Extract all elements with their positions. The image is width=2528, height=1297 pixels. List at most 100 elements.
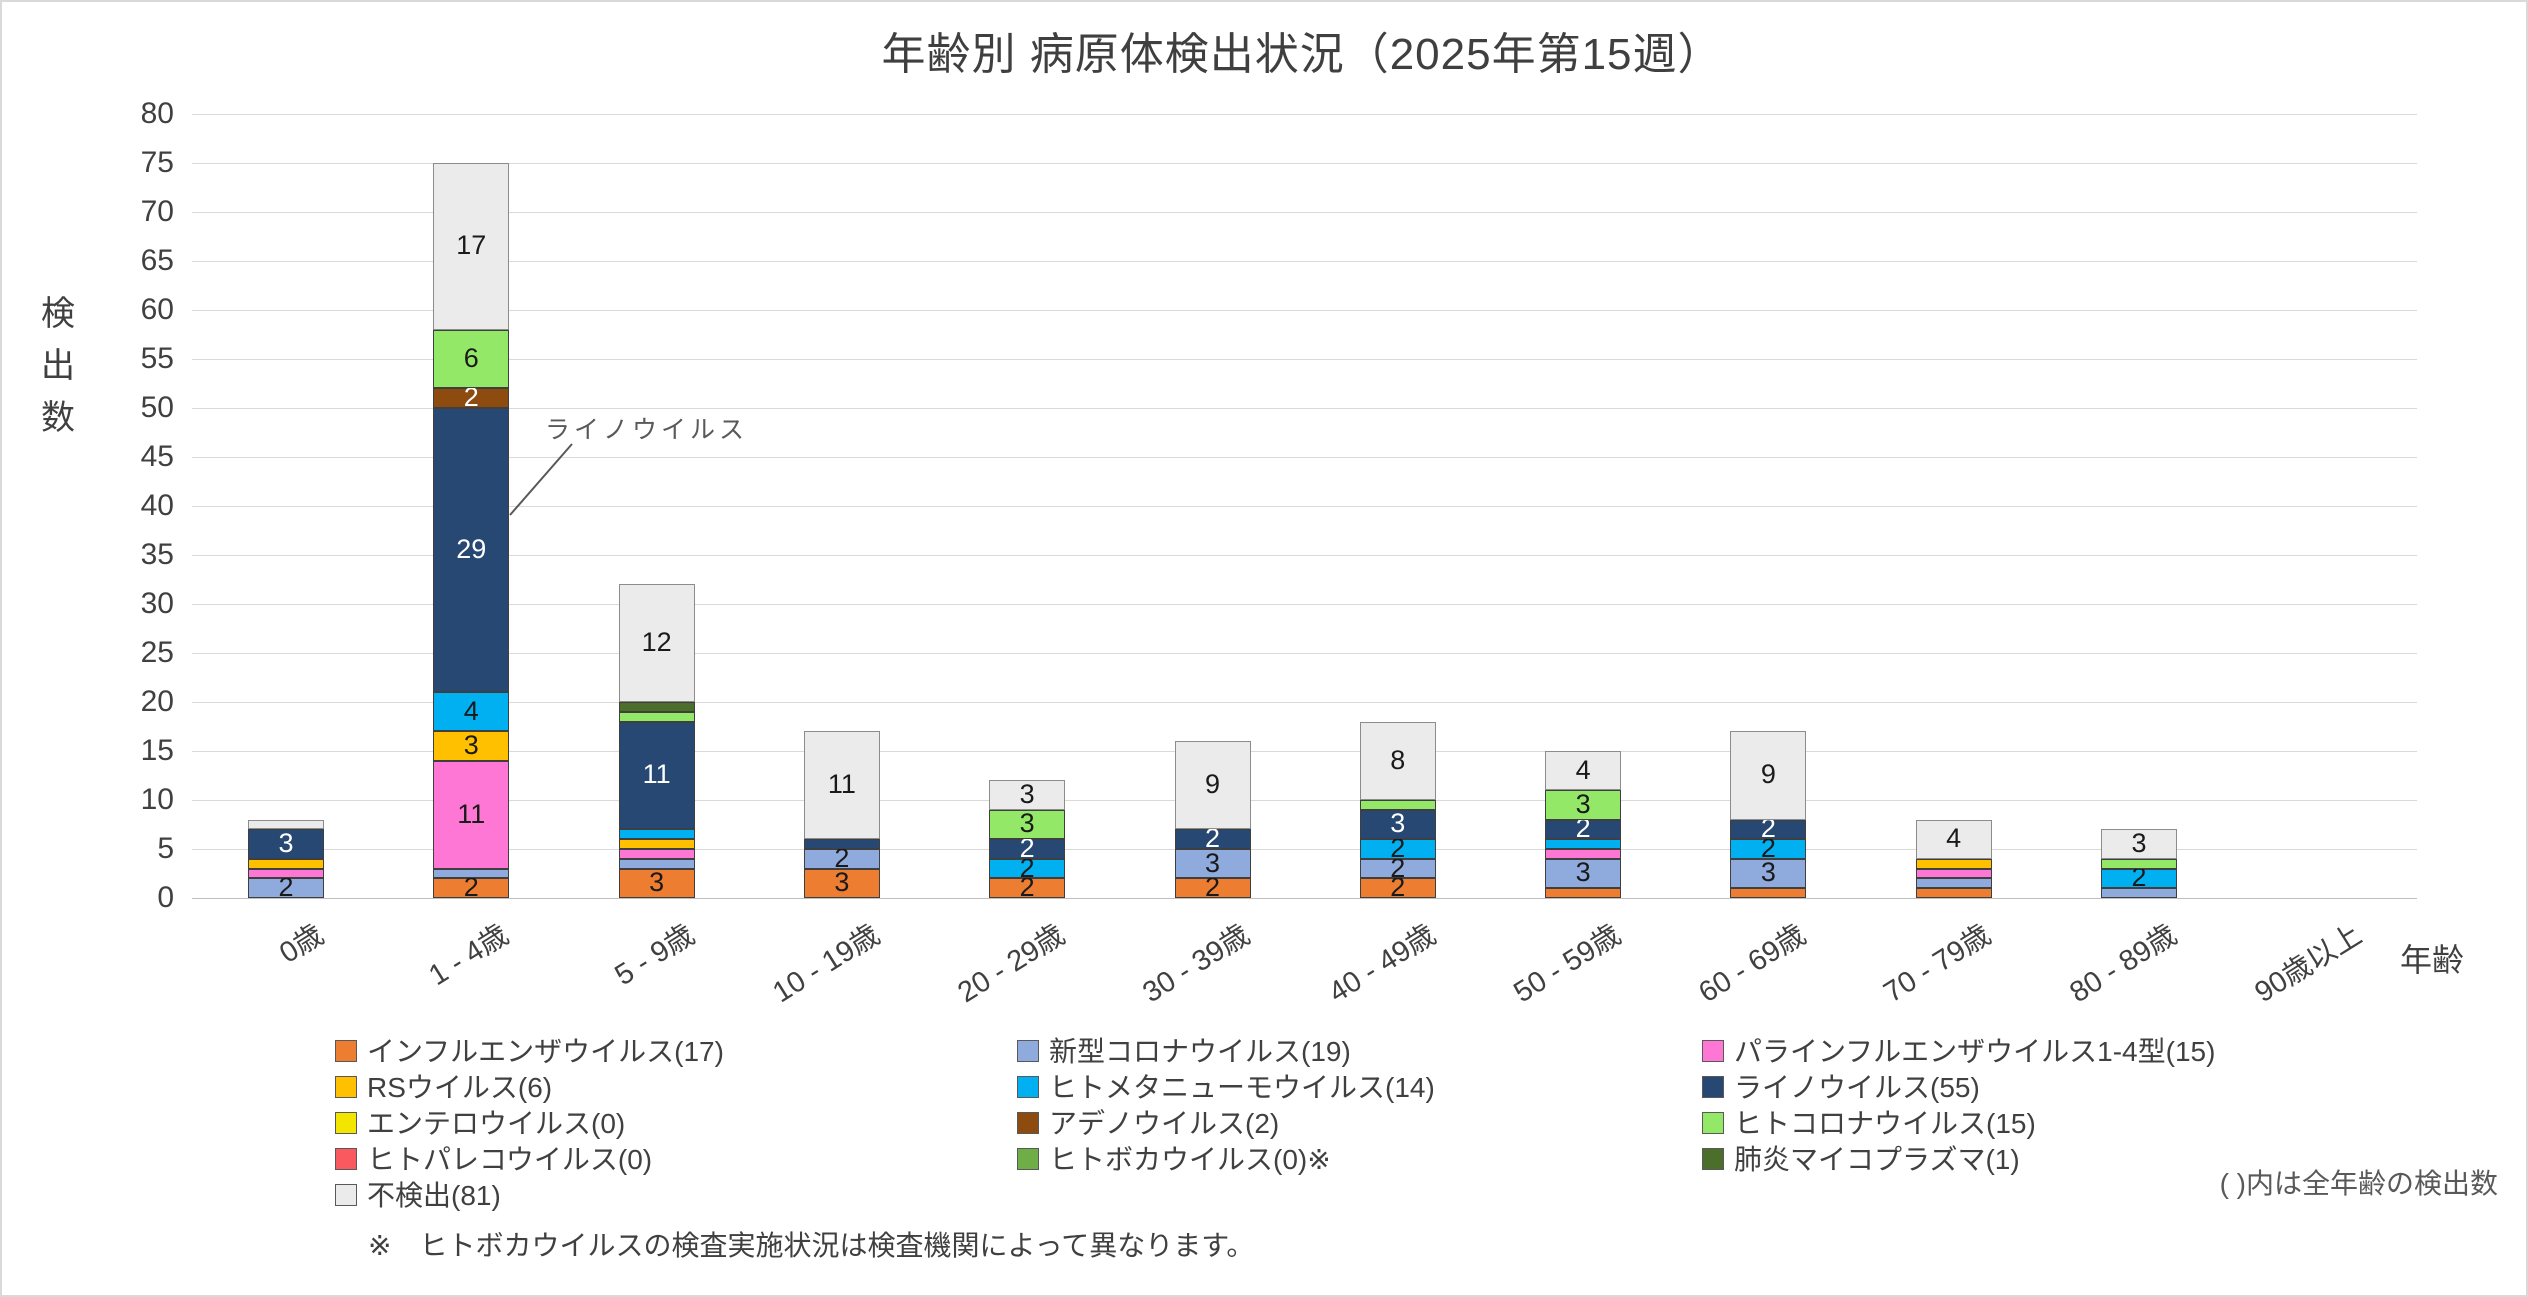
gridline-50 xyxy=(192,408,2417,409)
bar-segment-60 - 69歳-インフルエンザウイルス xyxy=(1730,888,1807,898)
bar-segment-0歳-不検出 xyxy=(248,819,324,830)
x-category-label-50 - 59歳: 50 - 59歳 xyxy=(1508,918,1627,1010)
segment-value-label: 9 xyxy=(1760,759,1776,790)
y-tick-label-55: 55 xyxy=(140,342,174,375)
y-axis-title: 検 出 数 xyxy=(41,295,75,437)
bar-segment-40 - 49歳-ヒトコロナウイルス xyxy=(1359,800,1436,810)
segment-value-label: 3 xyxy=(2131,828,2147,859)
y-tick-label-20: 20 xyxy=(140,685,174,718)
segment-value-label: 3 xyxy=(1390,808,1406,839)
bar-segment-60 - 69歳-新型コロナウイルス: 3 xyxy=(1730,857,1807,889)
legend-swatch-RSウイルス xyxy=(335,1076,357,1098)
bar-segment-10 - 19歳-インフルエンザウイルス: 3 xyxy=(803,867,880,898)
bar-segment-5 - 9歳-肺炎マイコプラズマ xyxy=(618,702,695,712)
y-tick-label-65: 65 xyxy=(140,244,174,277)
segment-value-label: 3 xyxy=(1019,779,1035,810)
x-axis-line xyxy=(192,898,2417,899)
gridline-35 xyxy=(192,555,2417,556)
bar-segment-0歳-RSウイルス xyxy=(248,858,324,869)
bar-segment-50 - 59歳-不検出: 4 xyxy=(1545,751,1622,791)
y-tick-label-80: 80 xyxy=(140,97,174,130)
gridline-65 xyxy=(192,261,2417,262)
bar-segment-0歳-ライノウイルス: 3 xyxy=(248,829,324,859)
x-category-label-30 - 39歳: 30 - 39歳 xyxy=(1137,918,1256,1010)
bar-segment-40 - 49歳-ライノウイルス: 3 xyxy=(1359,808,1436,840)
annotation-rhinovirus: ライノウイルス xyxy=(545,416,749,444)
bar-segment-50 - 59歳-ヒトコロナウイルス: 3 xyxy=(1545,790,1622,820)
gridline-75 xyxy=(192,163,2417,164)
legend-swatch-ヒトボカウイルス xyxy=(1017,1148,1039,1170)
y-tick-label-25: 25 xyxy=(140,636,174,669)
legend-label-肺炎マイコプラズマ: 肺炎マイコプラズマ(1) xyxy=(1734,1144,2020,1175)
legend-label-パラインフルエンザウイルス1-4型: パラインフルエンザウイルス1-4型(15) xyxy=(1734,1036,2216,1067)
bar-segment-30 - 39歳-ライノウイルス: 2 xyxy=(1174,825,1251,852)
bar-segment-50 - 59歳-パラインフルエンザウイルス1-4型 xyxy=(1545,849,1622,859)
y-tick-label-10: 10 xyxy=(140,783,174,816)
bar-segment-1 - 4歳-RSウイルス: 3 xyxy=(433,731,510,761)
segment-value-label: 12 xyxy=(641,627,672,658)
bar-segment-70 - 79歳-インフルエンザウイルス xyxy=(1915,888,1992,898)
x-category-label-0歳: 0歳 xyxy=(273,918,330,970)
segment-value-label: 3 xyxy=(1019,808,1035,839)
bar-segment-30 - 39歳-新型コロナウイルス: 3 xyxy=(1174,847,1251,879)
legend-label-RSウイルス: RSウイルス(6) xyxy=(367,1072,553,1103)
y-tick-label-40: 40 xyxy=(140,489,174,522)
bar-segment-70 - 79歳-不検出: 4 xyxy=(1915,819,1992,859)
bar-segment-50 - 59歳-ライノウイルス: 2 xyxy=(1545,815,1622,842)
segment-value-label: 3 xyxy=(649,867,665,898)
gridline-80 xyxy=(192,114,2417,115)
bar-segment-20 - 29歳-不検出: 3 xyxy=(989,779,1066,810)
x-category-label-1 - 4歳: 1 - 4歳 xyxy=(423,918,515,993)
segment-value-label: 4 xyxy=(463,695,479,726)
segment-value-label: 11 xyxy=(457,798,486,829)
bar-segment-80 - 89歳-不検出: 3 xyxy=(2101,828,2177,859)
x-category-label-5 - 9歳: 5 - 9歳 xyxy=(609,918,700,993)
bar-segment-20 - 29歳-ライノウイルス: 2 xyxy=(989,834,1066,861)
legend-swatch-肺炎マイコプラズマ xyxy=(1702,1148,1724,1170)
legend-label-ヒトコロナウイルス: ヒトコロナウイルス(15) xyxy=(1734,1108,2036,1139)
y-tick-label-70: 70 xyxy=(140,195,174,228)
chart-title: 年齢別 病原体検出状況（2025年第15週） xyxy=(881,30,1723,79)
bar-segment-5 - 9歳-新型コロナウイルス xyxy=(618,858,695,869)
segment-value-label: 3 xyxy=(1760,857,1776,888)
bar-segment-80 - 89歳-新型コロナウイルス xyxy=(2101,888,2177,898)
legend-swatch-インフルエンザウイルス xyxy=(335,1040,357,1062)
gridline-30 xyxy=(192,604,2417,605)
bar-segment-5 - 9歳-パラインフルエンザウイルス1-4型 xyxy=(618,849,695,859)
segment-value-label: 11 xyxy=(827,769,856,800)
bar-segment-40 - 49歳-不検出: 8 xyxy=(1359,721,1436,800)
y-tick-label-5: 5 xyxy=(157,832,174,865)
legend-label-ヒトメタニューモウイルス: ヒトメタニューモウイルス(14) xyxy=(1049,1072,1435,1103)
segment-value-label: 11 xyxy=(642,759,671,790)
bar-segment-60 - 69歳-不検出: 9 xyxy=(1730,731,1807,820)
x-category-label-90歳以上: 90歳以上 xyxy=(2249,918,2368,1010)
segment-value-label: 3 xyxy=(1204,847,1221,878)
legend-swatch-不検出 xyxy=(335,1184,357,1206)
gridline-40 xyxy=(192,506,2417,507)
segment-value-label: 8 xyxy=(1390,744,1406,775)
x-category-label-80 - 89歳: 80 - 89歳 xyxy=(2064,918,2183,1010)
gridline-55 xyxy=(192,359,2417,360)
bar-segment-40 - 49歳-新型コロナウイルス: 2 xyxy=(1359,854,1436,881)
x-category-label-70 - 79歳: 70 - 79歳 xyxy=(1878,918,1997,1010)
legend-swatch-ヒトコロナウイルス xyxy=(1702,1112,1724,1134)
gridline-70 xyxy=(192,212,2417,213)
y-tick-label-30: 30 xyxy=(140,587,174,620)
bar-segment-30 - 39歳-インフルエンザウイルス: 2 xyxy=(1174,874,1251,901)
bar-segment-10 - 19歳-不検出: 11 xyxy=(803,731,880,840)
bar-segment-10 - 19歳-ライノウイルス xyxy=(803,839,880,849)
x-category-label-60 - 69歳: 60 - 69歳 xyxy=(1693,918,1812,1010)
x-category-label-10 - 19歳: 10 - 19歳 xyxy=(766,918,886,1010)
gridline-25 xyxy=(192,653,2417,654)
segment-value-label: 29 xyxy=(456,534,487,565)
y-tick-label-0: 0 xyxy=(157,881,174,914)
bar-segment-1 - 4歳-アデノウイルス: 2 xyxy=(433,384,510,411)
paren-note: ( )内は全年齢の検出数 xyxy=(2219,1168,2498,1199)
y-tick-label-35: 35 xyxy=(140,538,174,571)
bar-segment-1 - 4歳-新型コロナウイルス xyxy=(433,868,510,879)
legend-label-ライノウイルス: ライノウイルス(55) xyxy=(1734,1072,1980,1103)
bar-segment-20 - 29歳-ヒトコロナウイルス: 3 xyxy=(989,808,1066,840)
segment-value-label: 3 xyxy=(834,867,850,898)
bar-segment-20 - 29歳-ヒトメタニューモウイルス: 2 xyxy=(989,854,1066,881)
